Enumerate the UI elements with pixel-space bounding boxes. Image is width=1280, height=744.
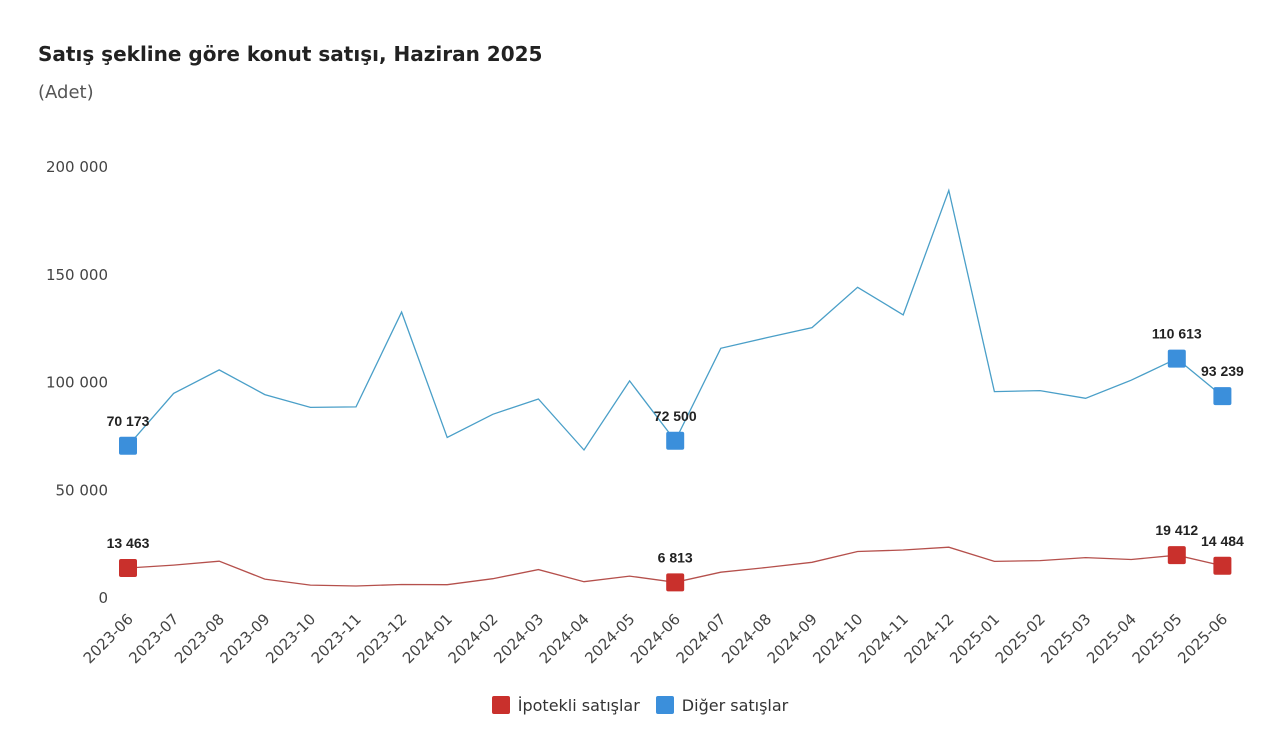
data-point-marker[interactable] — [1213, 556, 1232, 575]
line-chart: 0 50 000 100 000 150 000 200 000 2023-062023… — [46, 158, 1244, 667]
data-label: 6 813 — [658, 549, 693, 565]
x-tick-label: 2025-06 — [1174, 610, 1231, 667]
legend: İpotekli satışlar Diğer satışlar — [0, 692, 1280, 718]
data-label: 19 412 — [1155, 522, 1198, 538]
x-axis: 2023-062023-072023-082023-092023-102023-… — [80, 610, 1231, 667]
data-label: 93 239 — [1201, 363, 1244, 379]
data-label: 110 613 — [1152, 326, 1202, 342]
y-tick-label: 100 000 — [46, 374, 108, 392]
legend-swatch-diger — [655, 696, 674, 714]
data-point-marker[interactable] — [119, 436, 137, 455]
data-point-marker[interactable] — [666, 573, 685, 592]
data-point-marker[interactable] — [119, 558, 137, 577]
data-label: 70 173 — [107, 413, 150, 429]
data-point-marker[interactable] — [666, 431, 685, 450]
legend-label-diger: Diğer satışlar — [681, 695, 789, 715]
y-tick-label: 0 — [98, 589, 108, 607]
legend-label-ipotekli: İpotekli satışlar — [517, 695, 640, 715]
data-point-marker[interactable] — [1167, 349, 1186, 368]
data-label: 14 484 — [1201, 533, 1244, 549]
data-point-marker[interactable] — [1213, 387, 1232, 406]
legend-item-diger[interactable]: Diğer satışlar — [655, 695, 789, 715]
data-label: 13 463 — [107, 535, 150, 551]
chart-title: Satış şekline göre konut satışı, Haziran… — [38, 42, 543, 66]
data-label: 72 500 — [654, 408, 697, 424]
y-tick-label: 50 000 — [56, 481, 109, 499]
data-point-marker[interactable] — [1167, 546, 1186, 565]
chart-subtitle: (Adet) — [38, 82, 94, 103]
y-tick-label: 150 000 — [46, 266, 108, 284]
legend-item-ipotekli[interactable]: İpotekli satışlar — [491, 695, 640, 715]
legend-swatch-ipotekli — [491, 696, 510, 714]
series-layer — [119, 188, 1232, 592]
y-tick-label: 200 000 — [46, 158, 108, 176]
y-axis: 0 50 000 100 000 150 000 200 000 — [46, 158, 108, 607]
